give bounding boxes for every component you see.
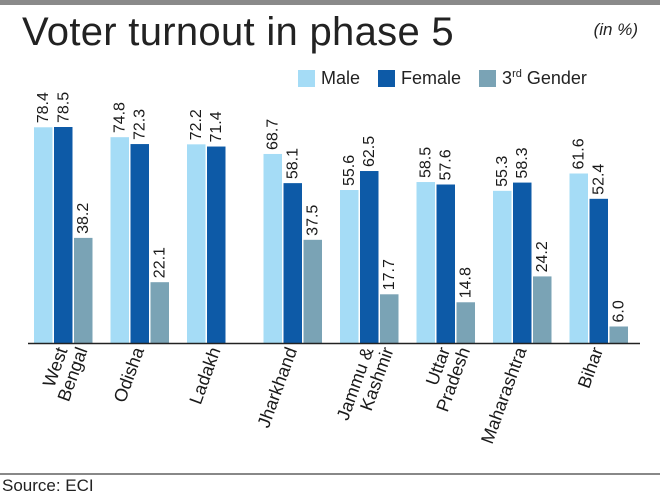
source-note: Source: ECI — [2, 476, 94, 495]
legend-item-male: Male — [298, 68, 360, 89]
legend-label-third-gender-sup: rd — [512, 67, 522, 80]
data-label-female-5: 57.6 — [438, 149, 455, 180]
legend-label-male: Male — [321, 67, 361, 88]
chart-title: Voter turnout in phase 5 — [22, 10, 454, 54]
top-rule — [0, 0, 660, 5]
unit-label: (in %) — [593, 20, 638, 39]
data-label-female-3: 58.1 — [285, 148, 302, 179]
data-label-third-5: 14.8 — [458, 267, 475, 298]
bar-male-3 — [263, 153, 282, 343]
bar-female-3 — [283, 183, 302, 343]
data-label-male-7: 61.6 — [571, 138, 588, 169]
legend-item-third-gender: 3rd Gender — [479, 68, 587, 89]
data-label-male-0: 78.4 — [35, 92, 52, 123]
data-label-female-7: 52.4 — [591, 164, 608, 195]
data-label-third-1: 22.1 — [152, 247, 169, 278]
bar-third-4 — [380, 294, 399, 343]
bar-female-5 — [436, 184, 455, 343]
data-label-female-1: 72.3 — [132, 109, 149, 140]
data-label-third-0: 38.2 — [75, 203, 92, 234]
data-label-male-4: 55.6 — [341, 155, 358, 186]
bar-third-3 — [303, 239, 322, 343]
data-label-third-3: 37.5 — [305, 205, 322, 236]
bar-third-5 — [456, 302, 475, 343]
data-label-female-0: 78.5 — [55, 92, 72, 123]
category-label-7-0: Bihar — [574, 345, 607, 391]
bar-female-2 — [207, 146, 226, 343]
data-label-male-5: 58.5 — [418, 147, 435, 178]
data-label-female-2: 71.4 — [208, 111, 225, 142]
category-label-6-0: Maharashtra — [477, 344, 531, 447]
bar-female-7 — [589, 198, 608, 343]
legend-swatch-female — [378, 69, 396, 87]
bar-male-2 — [187, 144, 206, 343]
bar-female-0 — [54, 127, 73, 343]
bottom-rule — [0, 473, 660, 475]
legend-swatch-third-gender — [479, 69, 497, 87]
legend-swatch-male — [298, 69, 315, 87]
category-label-3-0: Jharkhand — [253, 345, 301, 431]
bar-female-1 — [130, 144, 149, 343]
bar-male-0 — [34, 127, 53, 343]
bar-male-7 — [569, 173, 588, 343]
category-label-2-0: Ladakh — [186, 345, 225, 407]
bar-third-1 — [150, 282, 169, 343]
bar-male-4 — [340, 190, 359, 343]
bar-male-6 — [493, 190, 512, 343]
category-label-1-0: Odisha — [110, 344, 149, 405]
bar-third-0 — [74, 237, 93, 343]
legend-label-female: Female — [401, 67, 462, 88]
data-label-male-3: 68.7 — [265, 119, 282, 150]
bar-male-1 — [110, 137, 129, 343]
data-label-third-7: 6.0 — [611, 300, 628, 322]
legend-label-third-gender: 3rd Gender — [502, 68, 587, 89]
bar-male-5 — [416, 182, 435, 343]
data-label-third-4: 17.7 — [381, 259, 398, 290]
data-label-male-6: 55.3 — [494, 156, 511, 187]
legend: Male Female 3rd Gender — [298, 66, 605, 90]
data-label-male-1: 74.8 — [112, 102, 129, 133]
bar-third-7 — [609, 326, 628, 343]
data-label-female-6: 58.3 — [514, 147, 531, 178]
bar-female-6 — [513, 182, 532, 343]
bar-female-4 — [360, 171, 379, 343]
legend-label-third-gender-num: 3 — [502, 67, 513, 88]
data-label-third-6: 24.2 — [534, 241, 551, 272]
data-label-female-4: 62.5 — [361, 136, 378, 167]
data-label-male-2: 72.2 — [188, 109, 205, 140]
bar-third-6 — [533, 276, 552, 343]
legend-label-third-gender-text: Gender — [521, 67, 587, 88]
legend-item-female: Female — [378, 68, 461, 89]
